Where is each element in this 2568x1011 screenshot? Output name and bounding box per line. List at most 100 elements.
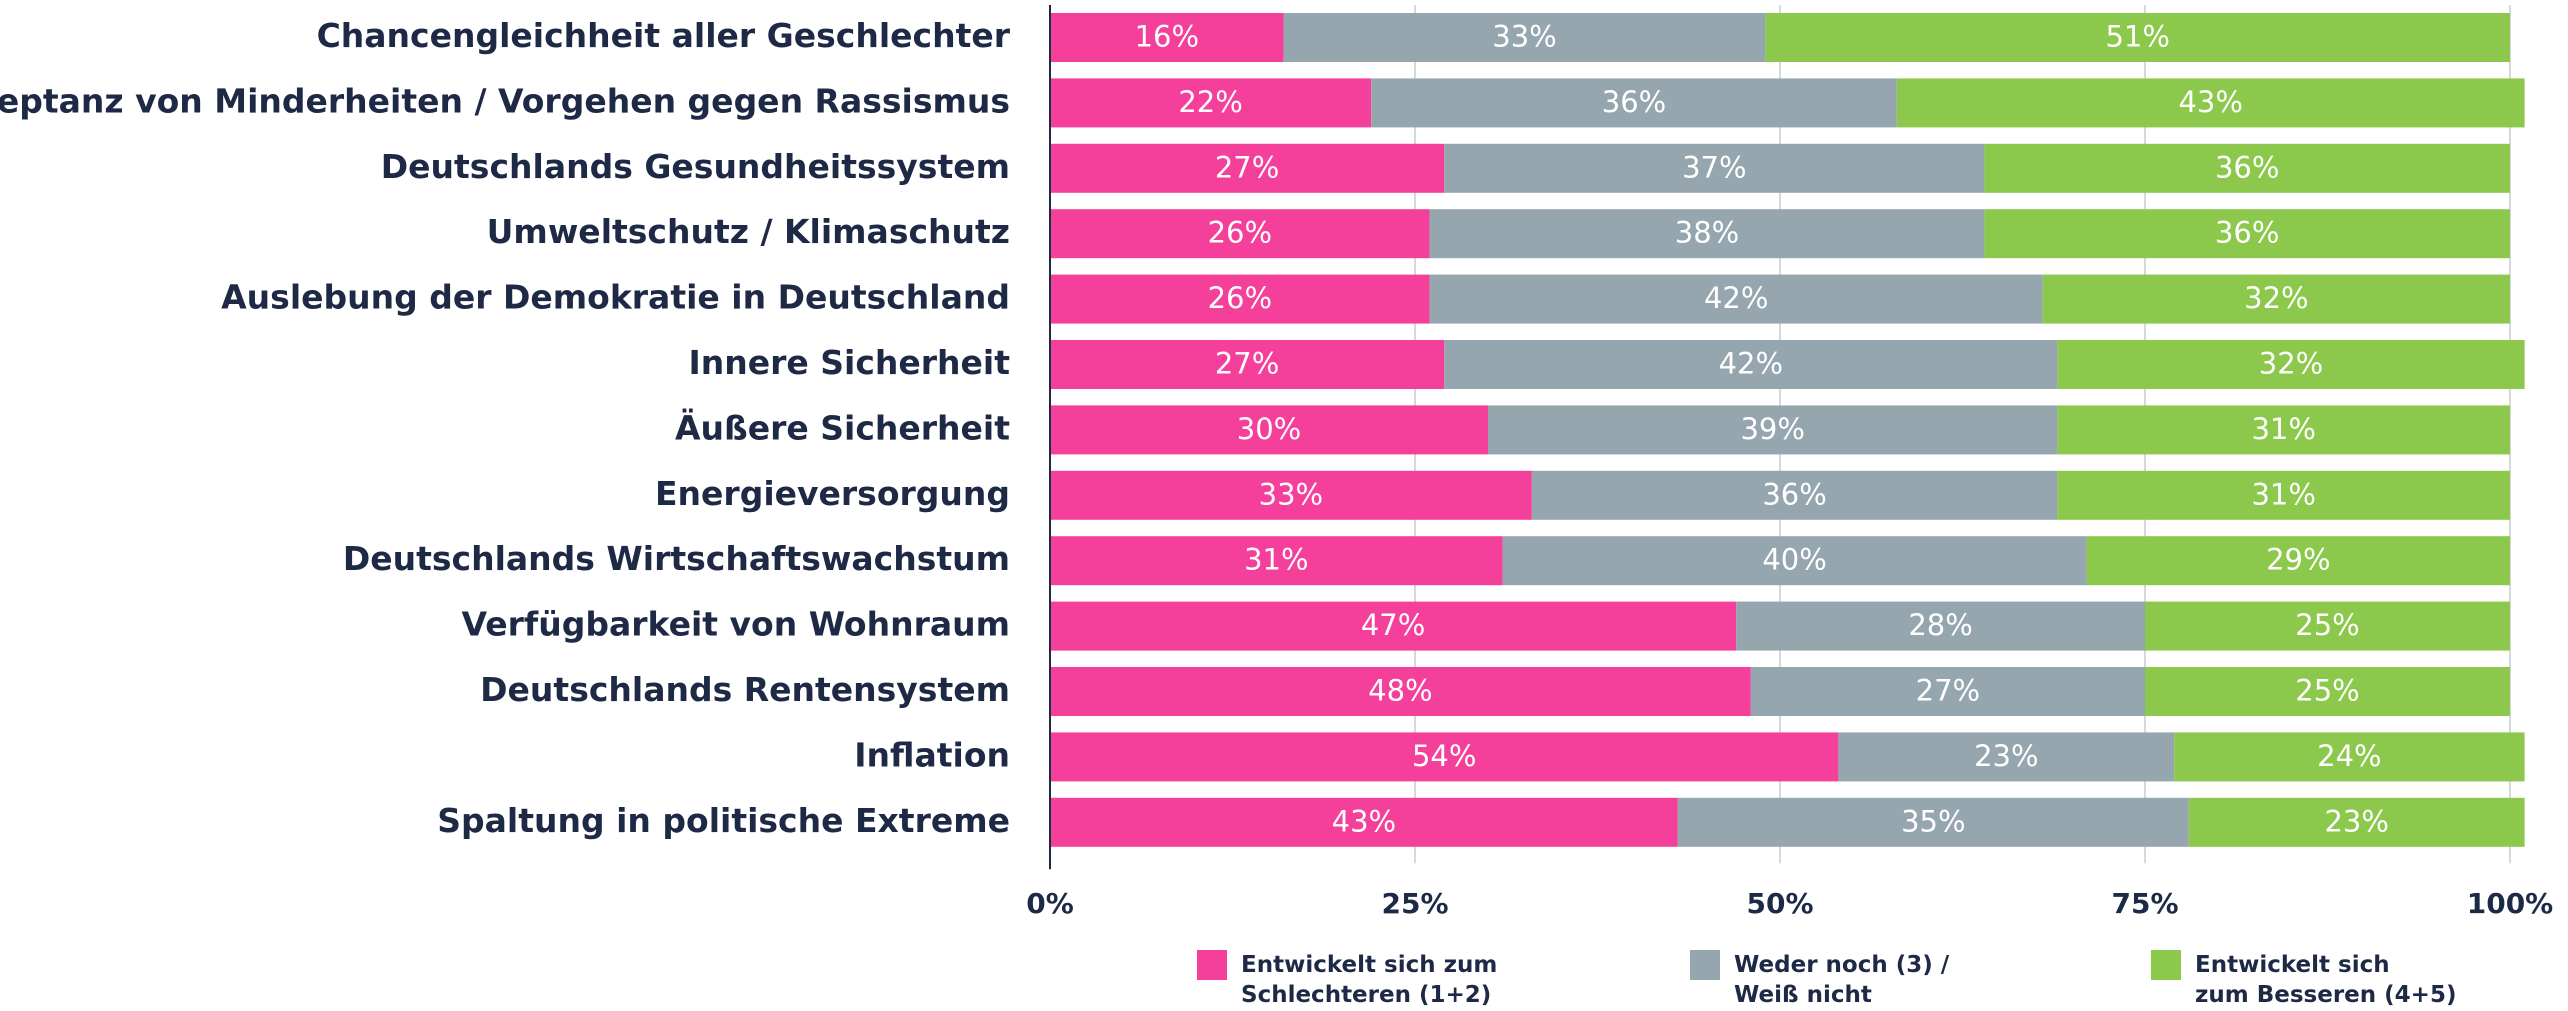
bar-segment (1050, 143, 1445, 193)
category-label: Deutschlands Gesundheitssystem (381, 147, 1010, 186)
bar-segment (2188, 797, 2525, 847)
bar-segment (1444, 340, 2058, 389)
bar-segment (1984, 209, 2510, 259)
bar-segment (1050, 340, 1445, 389)
bar-segment (1750, 667, 2145, 716)
legend-swatch (1690, 950, 1720, 980)
category-label: Umweltschutz / Klimaschutz (487, 212, 1010, 251)
bar-segment (2057, 470, 2510, 520)
category-label: Inflation (854, 735, 1010, 774)
bar-segment (1765, 13, 2510, 62)
legend-item: Entwickelt sich zum Besseren (4+5) (2151, 950, 2456, 1010)
legend-label: Entwickelt sich zum Schlechteren (1+2) (1241, 952, 1498, 1008)
value-label: 37% (1682, 150, 1746, 184)
bar-segment (1050, 405, 1488, 455)
value-label: 38% (1675, 216, 1739, 250)
value-label: 25% (2295, 674, 2359, 708)
category-label: Verfügbarkeit von Wohnraum (461, 605, 1010, 644)
value-label: 27% (1916, 674, 1980, 708)
value-label: 22% (1178, 85, 1242, 119)
bar-segment (1444, 143, 1985, 193)
value-label: 23% (2324, 804, 2388, 838)
value-label: 26% (1208, 281, 1272, 315)
bar-segment (1050, 13, 1284, 62)
bar-segment (2145, 601, 2510, 651)
value-label: 26% (1208, 216, 1272, 250)
value-label: 16% (1135, 20, 1199, 54)
value-label: 36% (1762, 477, 1826, 511)
bar-segment (2042, 274, 2510, 324)
value-label: 29% (2266, 543, 2330, 577)
x-tick-label: 100% (2467, 887, 2554, 920)
category-label: Energieversorgung (655, 474, 1010, 513)
bar-segment (2086, 536, 2510, 586)
value-label: 35% (1901, 804, 1965, 838)
bar-segment (1502, 536, 2087, 586)
value-label: 30% (1237, 412, 1301, 446)
bar-segment (1488, 405, 2058, 455)
category-label: Auslebung der Demokratie in Deutschland (221, 278, 1010, 317)
bar-segment (1429, 209, 1985, 259)
category-label: Deutschlands Rentensystem (480, 670, 1010, 709)
value-label: 51% (2105, 20, 2169, 54)
bar-segment (1531, 470, 2058, 520)
value-label: 43% (1332, 804, 1396, 838)
category-label: Innere Sicherheit (688, 343, 1010, 382)
category-label: Chancengleichheit aller Geschlechter (317, 16, 1011, 55)
value-label: 25% (2295, 608, 2359, 642)
bar-segment (1896, 78, 2525, 128)
legend-item: Weder noch (3) / Weiß nicht (1690, 950, 1949, 1010)
value-label: 33% (1492, 20, 1556, 54)
category-label: Äußere Sicherheit (675, 407, 1010, 447)
bar-segment (2057, 405, 2510, 455)
x-tick-label: 50% (1746, 887, 1813, 920)
bar-segment (1050, 209, 1430, 259)
value-label: 40% (1762, 543, 1826, 577)
x-tick-label: 75% (2111, 887, 2178, 920)
value-label: 23% (1974, 739, 2038, 773)
bar-segment (1050, 78, 1372, 128)
value-label: 33% (1259, 477, 1323, 511)
bar-segment (1677, 797, 2189, 847)
value-label: 47% (1361, 608, 1425, 642)
bar-segment (2057, 340, 2525, 389)
value-label: 54% (1412, 739, 1476, 773)
value-label: 36% (2215, 216, 2279, 250)
legend-label: Entwickelt sich zum Besseren (4+5) (2195, 952, 2457, 1008)
bar-segment (1050, 732, 1839, 782)
legend-swatch (2151, 950, 2181, 980)
bar-segment (1050, 274, 1430, 324)
x-tick-label: 0% (1026, 887, 1074, 920)
value-label: 24% (2317, 739, 2381, 773)
value-label: 42% (1719, 347, 1783, 381)
bar-segment (1429, 274, 2043, 324)
legend-swatch (1197, 950, 1227, 980)
bar-segment (1050, 601, 1737, 651)
value-label: 43% (2178, 85, 2242, 119)
value-label: 27% (1215, 150, 1279, 184)
category-label: Spaltung in politische Extreme (437, 801, 1010, 840)
value-label: 32% (2244, 281, 2308, 315)
value-label: 48% (1368, 674, 1432, 708)
value-label: 36% (1602, 85, 1666, 119)
value-label: 36% (2215, 150, 2279, 184)
value-label: 27% (1215, 347, 1279, 381)
value-label: 39% (1740, 412, 1804, 446)
bar-segment (2174, 732, 2525, 782)
category-label: Deutschlands Wirtschaftswachstum (343, 539, 1010, 578)
value-label: 31% (1244, 543, 1308, 577)
legend-item: Entwickelt sich zum Schlechteren (1+2) (1197, 950, 1497, 1010)
bar-segment (1371, 78, 1897, 128)
bar-segment (1838, 732, 2175, 782)
value-label: 31% (2251, 412, 2315, 446)
x-tick-label: 25% (1381, 887, 1448, 920)
bar-segment (1736, 601, 2145, 651)
value-label: 42% (1704, 281, 1768, 315)
value-label: 32% (2259, 347, 2323, 381)
bar-segment (1050, 470, 1532, 520)
bar-segment (1984, 143, 2510, 193)
bar-segment (2145, 667, 2510, 716)
value-label: 28% (1908, 608, 1972, 642)
